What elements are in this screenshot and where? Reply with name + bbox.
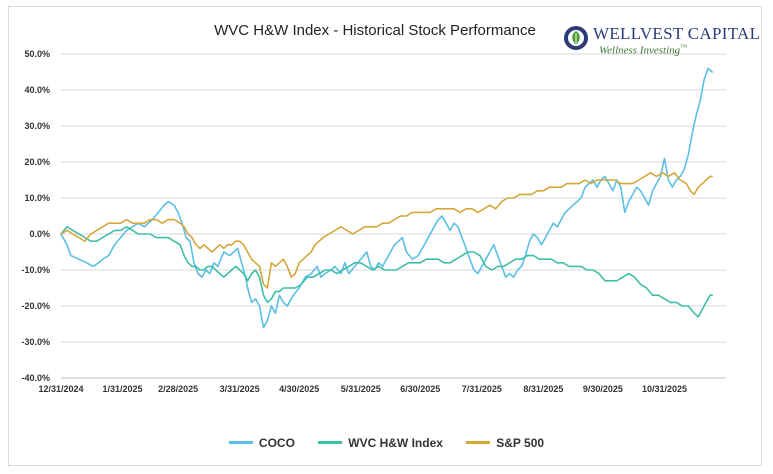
y-tick-label: 30.0% <box>24 121 50 131</box>
y-tick-label: -30.0% <box>21 337 50 347</box>
x-tick-label: 10/31/2025 <box>642 384 687 394</box>
legend-item-wvc: WVC H&W Index <box>318 436 443 450</box>
logo-name: WELLVEST CAPITAL <box>593 24 761 43</box>
chart-title: WVC H&W Index - Historical Stock Perform… <box>214 22 536 39</box>
logo-tagline-mark: ™ <box>680 43 688 51</box>
series-line-coco <box>60 67 713 329</box>
y-tick-label: 50.0% <box>24 49 50 59</box>
y-tick-label: 40.0% <box>24 85 50 95</box>
chart-legend: COCO WVC H&W Index S&P 500 <box>0 436 773 450</box>
legend-label-coco: COCO <box>258 436 295 450</box>
y-tick-label: -10.0% <box>21 265 50 275</box>
y-tick-label: 10.0% <box>24 193 50 203</box>
y-tick-label: 0.0% <box>29 229 50 239</box>
x-tick-label: 9/30/2025 <box>583 384 623 394</box>
x-tick-label: 1/31/2025 <box>103 384 143 394</box>
y-axis-ticks: -40.0% -30.0% -20.0% -10.0% 0.0% 10.0% 20.0% 30… <box>21 49 50 383</box>
series-line-wvc-hw-index <box>60 226 713 318</box>
logo-leaf-icon <box>564 26 588 50</box>
x-tick-label: 6/30/2025 <box>400 384 440 394</box>
legend-item-sp500: S&P 500 <box>466 436 544 450</box>
series-line-sp500 <box>60 172 713 289</box>
gridlines <box>61 53 726 379</box>
legend-label-wvc: WVC H&W Index <box>348 436 443 450</box>
legend-swatch-coco <box>228 441 253 445</box>
x-tick-label: 7/31/2025 <box>462 384 502 394</box>
legend-item-coco: COCO <box>228 436 295 450</box>
legend-swatch-sp500 <box>466 441 491 445</box>
series-lines <box>60 67 713 329</box>
chart-frame <box>8 6 762 466</box>
x-tick-label: 12/31/2024 <box>38 384 83 394</box>
y-tick-label: -20.0% <box>21 301 50 311</box>
logo-tagline: Wellness Investing™ <box>599 43 687 57</box>
x-tick-label: 8/31/2025 <box>523 384 563 394</box>
legend-swatch-wvc <box>318 441 343 445</box>
wellvest-logo: WELLVEST CAPITAL Wellness Investing™ <box>563 24 760 58</box>
logo-tagline-text: Wellness Investing <box>599 44 681 57</box>
x-tick-label: 3/31/2025 <box>220 384 260 394</box>
x-tick-label: 4/30/2025 <box>279 384 319 394</box>
x-axis-ticks: 12/31/2024 1/31/2025 2/28/2025 3/31/2025 4/3… <box>38 384 687 394</box>
x-tick-label: 5/31/2025 <box>341 384 381 394</box>
legend-label-sp500: S&P 500 <box>496 436 545 450</box>
x-tick-label: 2/28/2025 <box>158 384 198 394</box>
y-tick-label: -40.0% <box>21 373 50 383</box>
y-tick-label: 20.0% <box>24 157 50 167</box>
